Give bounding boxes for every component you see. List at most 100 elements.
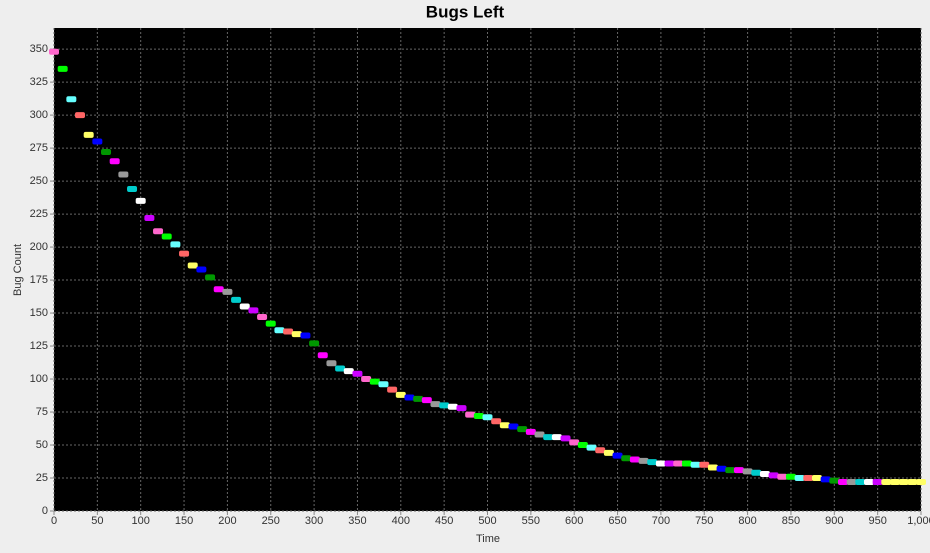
- point: [231, 296, 242, 303]
- point: [239, 303, 250, 310]
- point: [309, 340, 320, 347]
- point: [387, 386, 398, 393]
- point: [681, 460, 692, 467]
- point: [638, 457, 649, 464]
- x-tick-label: 200: [218, 515, 236, 527]
- chart-title: Bugs Left: [426, 2, 505, 21]
- point: [603, 449, 614, 456]
- point: [101, 149, 112, 156]
- point: [525, 428, 536, 435]
- y-tick-label: 150: [30, 307, 48, 319]
- x-tick-label: 300: [305, 515, 323, 527]
- point: [265, 320, 276, 327]
- point: [499, 422, 510, 429]
- point: [612, 452, 623, 459]
- y-tick-label: 200: [30, 241, 48, 253]
- point: [560, 435, 571, 442]
- point: [785, 473, 796, 480]
- point: [534, 431, 545, 438]
- point: [135, 197, 146, 204]
- point: [404, 394, 415, 401]
- x-tick-label: 250: [262, 515, 280, 527]
- x-axis-label: Time: [476, 533, 500, 545]
- x-tick-label: 1,000: [907, 515, 930, 527]
- point: [473, 412, 484, 419]
- point: [109, 158, 120, 165]
- y-tick-label: 75: [36, 406, 48, 418]
- point: [179, 250, 190, 257]
- point: [447, 403, 458, 410]
- point: [664, 460, 675, 467]
- point: [820, 476, 831, 483]
- point: [361, 376, 372, 383]
- point: [794, 475, 805, 482]
- point: [655, 460, 666, 467]
- point: [291, 331, 302, 338]
- point: [647, 459, 658, 466]
- point: [621, 455, 632, 462]
- point: [465, 411, 476, 418]
- point: [335, 365, 346, 372]
- point: [153, 228, 164, 235]
- point: [75, 112, 86, 119]
- y-tick-label: 25: [36, 472, 48, 484]
- point: [343, 368, 354, 375]
- point: [517, 426, 528, 433]
- point: [881, 478, 892, 485]
- point: [863, 478, 874, 485]
- point: [439, 402, 450, 409]
- y-tick-label: 225: [30, 208, 48, 220]
- x-tick-label: 400: [392, 515, 410, 527]
- point: [430, 401, 441, 408]
- point: [837, 478, 848, 485]
- x-tick-label: 800: [738, 515, 756, 527]
- x-tick-label: 50: [91, 515, 103, 527]
- point: [872, 478, 883, 485]
- y-tick-label: 250: [30, 175, 48, 187]
- point: [673, 460, 684, 467]
- point: [907, 478, 918, 485]
- x-tick-label: 0: [51, 515, 57, 527]
- x-tick-label: 750: [695, 515, 713, 527]
- point: [508, 423, 519, 430]
- x-tick-label: 700: [652, 515, 670, 527]
- point: [916, 478, 926, 485]
- point: [92, 138, 103, 145]
- point: [733, 467, 744, 474]
- point: [161, 233, 172, 240]
- y-tick-label: 175: [30, 274, 48, 286]
- x-tick-label: 950: [868, 515, 886, 527]
- point: [543, 434, 554, 441]
- point: [777, 473, 788, 480]
- point: [127, 186, 138, 192]
- point: [595, 447, 606, 454]
- x-tick-label: 850: [782, 515, 800, 527]
- point: [811, 475, 822, 482]
- x-tick-label: 650: [608, 515, 626, 527]
- x-tick-label: 150: [175, 515, 193, 527]
- point: [846, 478, 857, 485]
- point: [274, 327, 285, 334]
- point: [551, 434, 562, 441]
- point: [196, 266, 207, 273]
- point: [751, 469, 762, 476]
- y-tick-label: 0: [42, 505, 48, 517]
- point: [326, 360, 337, 367]
- point: [577, 442, 588, 449]
- point: [83, 131, 94, 138]
- point: [456, 405, 467, 412]
- x-tick-label: 900: [825, 515, 843, 527]
- point: [66, 96, 77, 103]
- point: [413, 395, 424, 402]
- point: [768, 472, 779, 479]
- x-tick-label: 500: [478, 515, 496, 527]
- point: [725, 467, 736, 474]
- point: [569, 439, 580, 446]
- x-tick-label: 550: [522, 515, 540, 527]
- y-tick-label: 275: [30, 142, 48, 154]
- point: [421, 397, 432, 404]
- point: [690, 461, 701, 468]
- point: [629, 456, 640, 463]
- x-tick-label: 600: [565, 515, 583, 527]
